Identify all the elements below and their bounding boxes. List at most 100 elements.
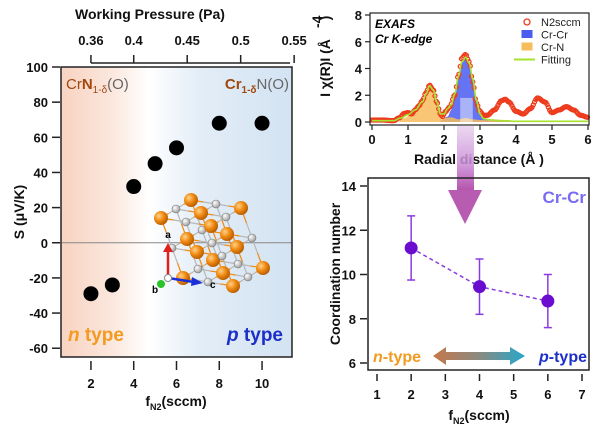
cn-frame (367, 177, 590, 371)
top-tick-label: 0.4 (125, 33, 144, 48)
cn-x-tick-label: 4 (476, 387, 484, 402)
n-type-label: n type (68, 325, 124, 346)
top-tick-label: 0.36 (78, 33, 103, 48)
exafs-x-tick-label: 6 (584, 132, 591, 147)
exafs-x-tick-label: 1 (404, 132, 411, 147)
cn-y-tick-label: 6 (349, 356, 356, 371)
transition-arrow (448, 126, 482, 224)
n-atom (181, 217, 191, 227)
y-tick-label: 60 (34, 130, 48, 145)
data-point (211, 115, 227, 131)
origin-marker (164, 274, 172, 282)
cr-atom (180, 232, 194, 246)
cr-atom (220, 227, 234, 241)
data-point (254, 115, 270, 131)
cr-cr-label: Cr-Cr (543, 188, 587, 207)
n-atom (203, 277, 213, 287)
cn-x-tick-label: 7 (578, 387, 585, 402)
transition-arrow-shaft (457, 126, 474, 190)
cr-atom (154, 211, 168, 225)
exafs-frame (369, 12, 590, 126)
n-atom (193, 264, 203, 274)
cr-atom (206, 253, 220, 267)
exafs-y-axis-paren: ) (317, 16, 333, 21)
cn-x-tick-label: 3 (442, 387, 449, 402)
exafs-x-axis-label: Radial distance (Å ) (414, 151, 544, 167)
legend-label: Cr-N (541, 42, 564, 54)
c-axis-arrowhead (191, 277, 203, 286)
double-arrow (433, 347, 525, 365)
x-tick-label: 2 (87, 376, 94, 391)
legend-marker-cr-n (521, 42, 533, 51)
cn-y-tick-label: 12 (342, 223, 356, 238)
n-p-double-arrow (433, 347, 525, 365)
top-tick-label: 0.45 (175, 33, 200, 48)
y-tick-label: -60 (29, 341, 48, 356)
data-point (169, 140, 184, 156)
cn-x-tick-label: 5 (510, 387, 517, 402)
cr-atom (184, 193, 198, 207)
n-atom (207, 238, 217, 248)
cn-x-tick-label: 1 (373, 387, 380, 402)
n-atom (221, 212, 231, 222)
data-point (104, 277, 120, 293)
cn-y-tick-label: 10 (342, 268, 356, 283)
data-point (83, 286, 99, 302)
top-tick-label: 0.5 (232, 33, 250, 48)
exafs-title-line1: EXAFS (375, 17, 415, 31)
exafs-x-tick-label: 2 (440, 132, 447, 147)
right-phase-label: Cr1-δN(O) (225, 76, 289, 96)
left-x-axis-label: fN2(sccm) (145, 393, 206, 412)
exafs-x-tick-label: 4 (512, 132, 520, 147)
cn-data-point (541, 294, 555, 308)
c-axis-arrow (167, 276, 195, 284)
x-tick-label: 10 (255, 376, 269, 391)
axis-triad: a b c (152, 230, 216, 296)
exafs-y-axis-exponent: -4 (309, 15, 325, 28)
a-axis-arrowhead (163, 243, 173, 252)
p-type-label: p type (226, 325, 283, 346)
exafs-chart: 0 1 2 3 4 5 6 0 2 4 6 8 EXAFS Cr K-edge N2sccmCr-Cr… (309, 8, 592, 170)
legend-label: N2sccm (541, 17, 581, 29)
plot-frame (60, 66, 293, 358)
c-axis-label: c (210, 280, 216, 291)
top-axis-label: Working Pressure (Pa) (75, 6, 225, 22)
cr-atom (256, 261, 270, 275)
cn-y-axis-label: Coordination number (327, 202, 343, 345)
legend-marker-cr-cr (521, 30, 533, 38)
cn-x-axis-label: fN2(sccm) (448, 407, 509, 426)
exafs-title-line2: Cr K-edge (375, 32, 433, 46)
seebeck-chart: 2 4 6 8 10 -60 -40 -20 0 20 40 60 80 100 0.36 0.4 0.45 0.… (11, 6, 307, 412)
b-axis-marker (157, 280, 165, 288)
cn-p-type-label: p-type (538, 349, 587, 366)
cn-x-tick-label: 6 (544, 387, 551, 402)
n-atom (217, 251, 227, 261)
legend-label: Cr-Cr (541, 30, 568, 42)
exafs-y-tick-label: 0 (355, 115, 362, 130)
cn-data-point (404, 241, 418, 255)
cr-atom (230, 240, 244, 254)
n-atom (211, 199, 221, 209)
cr-atom (204, 219, 218, 233)
x-tick-label: 8 (216, 376, 223, 391)
exafs-y-tick-label: 8 (355, 8, 362, 23)
y-tick-label: 0 (41, 236, 48, 251)
cn-n-type-label: n-type (373, 349, 421, 366)
y-tick-label: -40 (29, 306, 48, 321)
n-atom (247, 233, 257, 243)
cr-atom (194, 206, 208, 220)
cr-atom (216, 266, 230, 280)
exafs-y-tick-label: 4 (355, 62, 363, 77)
n-atom (233, 259, 243, 269)
exafs-y-tick-label: 6 (355, 35, 362, 50)
y-tick-label: 20 (34, 201, 48, 216)
cn-x-tick-label: 2 (408, 387, 415, 402)
y-tick-label: -20 (29, 271, 48, 286)
exafs-x-tick-label: 3 (476, 132, 483, 147)
a-axis-label: a (165, 230, 171, 241)
exafs-y-axis-label: I χ(R)I (Å (317, 39, 333, 97)
cn-y-tick-label: 14 (342, 179, 357, 194)
